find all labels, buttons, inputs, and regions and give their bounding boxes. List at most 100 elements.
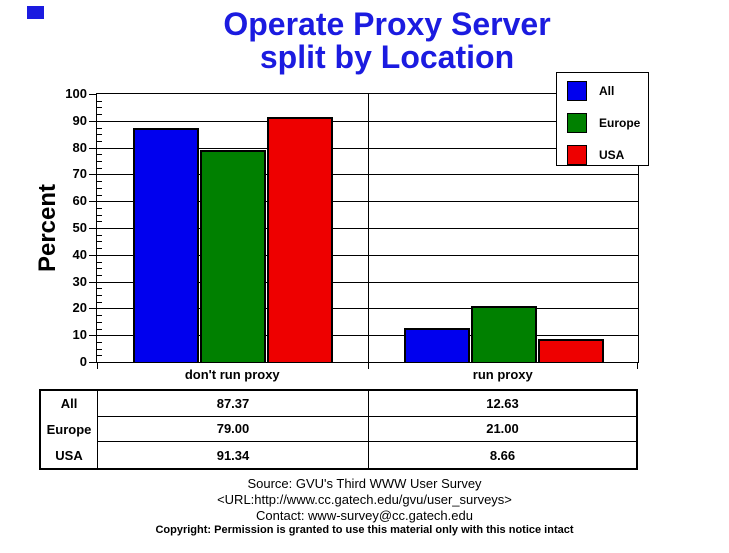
table-cell: 91.34 [98,442,369,468]
y-tick-label: 30 [72,273,87,289]
y-axis-minor-tick [97,100,102,102]
y-axis-minor-tick [97,167,102,169]
legend-item-europe: Europe [567,113,640,133]
table-cell: 8.66 [489,447,516,463]
y-tick-label: 80 [72,139,87,155]
y-axis-major-tick [89,281,97,283]
x-category-label: don't run proxy [184,367,280,382]
gridline [97,281,638,283]
category-divider-line [368,94,369,362]
y-tick-label: 90 [72,112,87,128]
y-axis-minor-tick [97,268,102,270]
y-axis-minor-tick [97,295,102,296]
page-title-line2: split by Location [259,39,515,75]
y-axis-minor-tick [97,315,102,317]
table-row-label: Europe [41,416,98,443]
y-axis-major-tick [89,94,97,95]
y-axis-minor-tick [97,107,102,109]
gridline [97,147,638,149]
bar-all-dont-run-proxy [133,128,199,362]
chart-legend: All Europe USA [556,72,649,166]
x-axis-tick [97,362,98,369]
table-cell: 12.63 [369,391,636,417]
y-axis-minor-tick [97,234,102,236]
y-axis-minor-tick [97,348,102,350]
y-tick-label: 0 [79,354,87,369]
legend-item-all: All [567,81,614,101]
bar-all-run-proxy [404,328,470,362]
footer-copyright: Copyright: Permission is granted to use … [155,524,574,536]
y-axis-major-tick [89,201,97,203]
y-axis-minor-tick [97,187,102,189]
y-axis-minor-tick [97,328,102,330]
y-axis-major-tick [89,174,97,176]
slide-bullet-marker [27,6,44,19]
gridline [97,228,638,229]
bar-europe-run-proxy [471,306,537,362]
page-title-line1: Operate Proxy Server [223,6,551,42]
y-axis-minor-tick [97,140,102,142]
y-tick-label: 10 [72,327,87,343]
y-axis-minor-tick [97,127,102,129]
data-table: All 87.37 12.63 Europe 79.00 21.00 USA 9… [39,389,638,470]
table-row-label: All [41,391,98,417]
y-tick-label: 70 [72,166,87,182]
table-cell: 87.37 [98,391,369,417]
y-axis-minor-tick [97,181,102,183]
table-cell: 21.00 [369,417,636,443]
y-axis-minor-tick [97,274,102,276]
y-tick-label: 20 [72,300,87,316]
y-axis-minor-tick [97,321,102,323]
legend-label-usa: USA [599,148,625,162]
page-title: Operate Proxy Server split by Location [45,8,729,74]
y-axis-major-tick [89,228,97,229]
legend-swatch-europe-icon [567,113,587,133]
y-axis-major-tick [89,362,97,363]
y-axis-minor-tick [97,261,102,263]
y-axis-minor-tick [97,154,102,156]
table-row-label: USA [41,442,98,468]
y-axis-minor-tick [97,355,102,357]
legend-item-usa: USA [567,145,624,165]
y-tick-label: 60 [72,193,87,209]
y-axis-minor-tick [97,161,102,162]
x-axis-tick [637,362,638,369]
y-axis-minor-tick [97,207,102,209]
gridline [97,308,638,310]
legend-swatch-all-icon [567,81,587,101]
y-axis-major-tick [89,335,97,337]
y-axis-minor-tick [97,288,102,290]
y-tick-label: 40 [72,246,87,262]
y-tick-label: 100 [65,86,87,101]
bar-usa-run-proxy [538,339,604,362]
footer-source: Source: GVU's Third WWW User Survey [247,476,482,491]
x-category-label: run proxy [472,367,533,382]
gridline [97,201,638,203]
bar-europe-dont-run-proxy [200,150,266,362]
gridline [97,254,638,256]
x-axis-tick [368,362,369,369]
footer-contact: Contact: www-survey@cc.gatech.edu [256,508,473,523]
table-cell: 79.00 [98,416,369,443]
footer-url: <URL:http://www.cc.gatech.edu/gvu/user_s… [217,492,512,507]
y-axis-minor-tick [97,341,102,343]
y-axis-major-tick [89,308,97,310]
bar-chart-plot-area: 100 90 80 70 60 50 40 30 20 10 0 don't run proxy run… [65,87,639,382]
legend-label-europe: Europe [599,116,641,130]
y-axis-minor-tick [97,214,102,216]
y-tick-label: 50 [72,220,87,235]
y-axis-major-tick [89,254,97,256]
gridline [97,335,638,337]
bar-usa-dont-run-proxy [267,117,333,362]
gridline [97,174,638,176]
y-axis-major-tick [89,120,97,122]
y-axis-minor-tick [97,241,102,243]
y-axis-major-tick [89,147,97,149]
y-axis-minor-tick [97,194,102,196]
y-axis-minor-tick [97,114,102,116]
legend-swatch-usa-icon [567,145,587,165]
legend-label-all: All [599,84,615,98]
y-axis-minor-tick [97,134,102,136]
y-axis-minor-tick [97,248,102,250]
